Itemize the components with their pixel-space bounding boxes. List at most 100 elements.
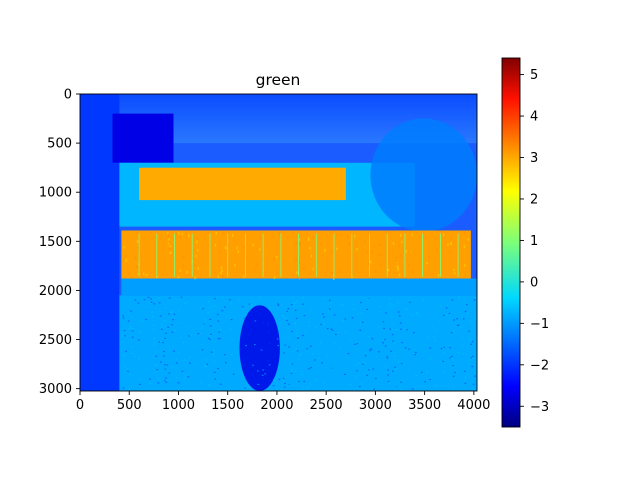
speckle xyxy=(153,344,155,346)
speckle xyxy=(206,363,208,365)
speckle xyxy=(138,339,140,341)
region-fence-band xyxy=(121,230,471,279)
speckle xyxy=(387,369,389,371)
speckle xyxy=(167,234,169,237)
speckle xyxy=(400,328,402,330)
speckle xyxy=(362,363,364,365)
speckle xyxy=(256,263,258,266)
speckle xyxy=(415,313,418,315)
speckle xyxy=(288,346,290,348)
speckle xyxy=(212,354,214,356)
speckle xyxy=(415,375,418,377)
speckle xyxy=(124,335,126,337)
speckle xyxy=(355,342,358,344)
speckle xyxy=(309,247,311,250)
speckle xyxy=(164,368,167,370)
speckle xyxy=(180,336,182,338)
speckle xyxy=(371,250,373,254)
speckle xyxy=(432,336,435,338)
speckle xyxy=(202,324,205,326)
speckle xyxy=(127,320,130,322)
speckle xyxy=(448,249,451,253)
speckle xyxy=(296,301,299,303)
y-axis: 0 500 1000 1500 2000 2500 3000 xyxy=(39,88,80,397)
speckle xyxy=(175,358,178,360)
speckle xyxy=(284,344,286,346)
speckle xyxy=(222,296,224,298)
speckle xyxy=(168,238,170,242)
speckle xyxy=(464,382,467,384)
speckle xyxy=(366,250,368,253)
speckle xyxy=(231,234,234,237)
speckle xyxy=(225,362,227,364)
speckle xyxy=(369,350,371,352)
speckle xyxy=(127,267,129,271)
speckle xyxy=(409,301,411,303)
speckle xyxy=(299,242,301,246)
speckle xyxy=(286,310,288,312)
speckle xyxy=(329,368,332,370)
speckle xyxy=(359,322,362,324)
speckle xyxy=(379,263,382,266)
x-axis: 0 500 1000 1500 2000 2500 3000 3500 4000 xyxy=(76,391,490,413)
speckle xyxy=(375,356,378,358)
speckle xyxy=(173,313,176,315)
speckle xyxy=(162,342,164,344)
speckle xyxy=(361,312,363,314)
speckle xyxy=(301,388,304,390)
speckle xyxy=(473,299,476,301)
speckle xyxy=(137,302,140,304)
speckle xyxy=(131,276,133,279)
region-shadow xyxy=(239,305,280,391)
speckle xyxy=(387,374,389,376)
speckle xyxy=(295,348,297,350)
speckle xyxy=(209,318,211,320)
speckle xyxy=(463,370,466,372)
speckle xyxy=(450,242,452,245)
speckle xyxy=(215,231,217,235)
speckle xyxy=(172,310,174,312)
speckle xyxy=(388,382,391,384)
speckle xyxy=(277,303,279,305)
speckle xyxy=(261,377,264,380)
speckle xyxy=(250,304,253,306)
speckle xyxy=(170,251,172,255)
speckle xyxy=(204,319,207,321)
speckle xyxy=(150,298,152,300)
speckle xyxy=(309,383,312,385)
speckle xyxy=(347,235,349,239)
speckle xyxy=(310,309,313,311)
speckle xyxy=(153,338,156,340)
speckle xyxy=(428,255,430,258)
speckle xyxy=(394,366,396,368)
speckle xyxy=(294,323,297,325)
speckle xyxy=(155,355,157,357)
speckle xyxy=(294,370,297,372)
speckle xyxy=(243,275,245,278)
speckle xyxy=(164,364,166,366)
speckle xyxy=(456,318,458,320)
heatmap xyxy=(80,94,477,391)
speckle xyxy=(303,267,305,270)
speckle xyxy=(447,312,450,314)
speckle xyxy=(161,326,163,329)
speckle xyxy=(179,269,181,272)
speckle xyxy=(290,372,293,374)
speckle xyxy=(243,317,246,320)
speckle xyxy=(355,377,357,379)
speckle xyxy=(385,312,387,314)
speckle xyxy=(195,254,197,258)
speckle xyxy=(403,328,406,330)
speckle xyxy=(268,364,271,366)
speckle xyxy=(269,379,271,381)
speckle xyxy=(151,311,154,313)
speckle xyxy=(217,337,220,340)
speckle xyxy=(154,351,157,353)
speckle xyxy=(451,355,453,357)
speckle xyxy=(170,366,173,368)
speckle xyxy=(450,332,453,334)
speckle xyxy=(344,373,346,375)
speckle xyxy=(139,378,142,380)
chart-title: green xyxy=(256,71,301,89)
speckle xyxy=(134,299,137,301)
